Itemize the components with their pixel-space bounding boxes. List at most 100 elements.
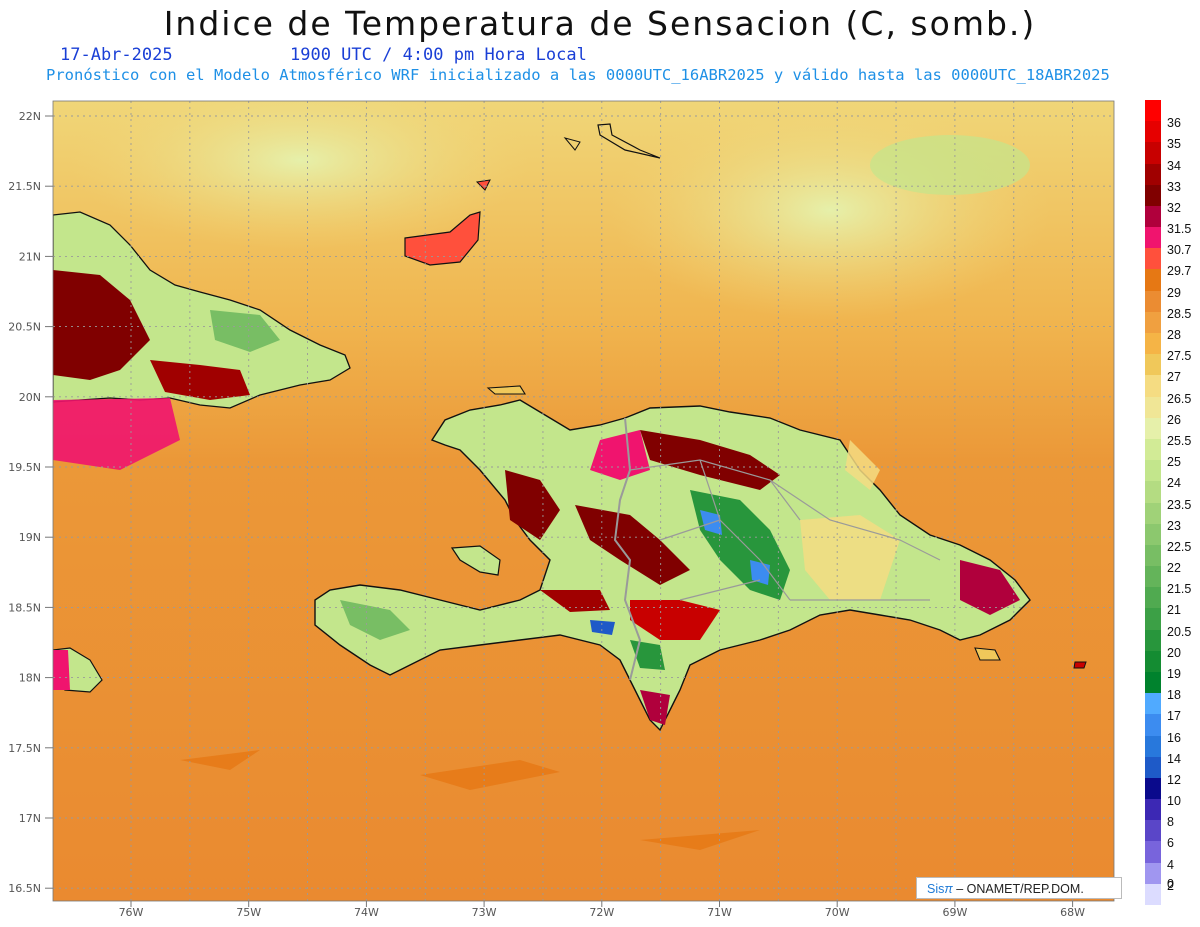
legend-label: 24 (1167, 476, 1181, 491)
lon-tick-label: 74W (354, 906, 379, 919)
southwest-hot-zone (630, 600, 720, 640)
legend-swatch (1145, 100, 1161, 122)
great-inagua (404, 211, 481, 266)
legend-label: 28 (1167, 328, 1181, 343)
samana-mild (845, 440, 880, 490)
legend-swatch (1145, 735, 1161, 758)
legend-label: 12 (1167, 772, 1181, 787)
lat-tick-label: 19N (19, 531, 41, 544)
legend-label: 22.5 (1167, 539, 1192, 554)
central-hot-zone (575, 505, 690, 585)
legend-swatch (1145, 862, 1161, 885)
legend-swatch (1145, 417, 1161, 440)
credit-pi: π (944, 882, 953, 896)
model-subtitle: Pronóstico con el Modelo Atmosférico WRF… (46, 66, 1110, 84)
legend-label: 21 (1167, 603, 1181, 618)
province-boundaries (629, 459, 941, 601)
saona-island (974, 647, 1001, 661)
legend-swatch (1145, 587, 1161, 609)
cool-patch-green (870, 135, 1030, 195)
lon-tick-label: 75W (236, 906, 261, 919)
legend-swatch (1145, 756, 1161, 779)
legend-label: 20 (1167, 645, 1181, 660)
legend-label: 27.5 (1167, 349, 1192, 364)
cuba-hot-zone (150, 360, 250, 400)
legend-label: 29.7 (1167, 264, 1192, 279)
lat-tick-label: 21.5N (8, 180, 41, 193)
cuba-hot-zone (53, 270, 150, 380)
legend-label: 35 (1167, 137, 1181, 152)
legend-label: 33 (1167, 179, 1181, 194)
legend-label: 17 (1167, 709, 1181, 724)
gonave-island (450, 545, 501, 576)
longitude-axis: 76W 75W 74W 73W 72W 71W 70W 69W 68W (119, 901, 1085, 919)
lat-tick-label: 22N (19, 110, 41, 123)
lon-tick-label: 71W (707, 906, 732, 919)
legend-swatch (1145, 163, 1161, 186)
legend-label: 6 (1167, 836, 1174, 851)
lat-tick-label: 20N (19, 391, 41, 404)
legend-swatch (1145, 121, 1161, 143)
legend-label: 10 (1167, 794, 1181, 809)
lon-tick-label: 68W (1060, 906, 1085, 919)
legend-swatch (1145, 333, 1161, 355)
legend-swatch (1145, 566, 1161, 588)
legend-swatch (1145, 248, 1161, 270)
caicos-islet (563, 137, 581, 151)
legend-label: 23.5 (1167, 497, 1192, 512)
lon-tick-label: 70W (825, 906, 850, 919)
legend-swatch (1145, 227, 1161, 249)
legend-swatch (1145, 523, 1161, 546)
legend-label: 27 (1167, 370, 1181, 385)
north-warm-zone (590, 430, 650, 480)
tortuga-island (486, 385, 526, 395)
haiti-hot-zone (505, 470, 560, 540)
cuba-cool-zone (210, 310, 280, 352)
massif-hotte-cool (340, 600, 410, 640)
legend-swatch (1145, 671, 1161, 694)
legend-swatch (1145, 799, 1161, 821)
lat-tick-label: 21N (19, 250, 41, 263)
legend-label: 32 (1167, 200, 1181, 215)
lat-tick-label: 19.5N (8, 461, 41, 474)
legend-label: 23 (1167, 518, 1181, 533)
legend-label: 14 (1167, 751, 1181, 766)
legend-swatch (1145, 693, 1161, 715)
legend-label: 36 (1167, 116, 1181, 131)
legend-swatch (1145, 502, 1161, 525)
legend-swatch (1145, 269, 1161, 292)
legend-swatch (1145, 311, 1161, 334)
legend-swatch (1145, 290, 1161, 313)
east-mild-zone (800, 515, 900, 600)
cool-patch-northeast (610, 101, 1050, 320)
legend-swatch (1145, 481, 1161, 503)
lat-tick-label: 18.5N (8, 601, 41, 614)
credit-brand: Sis (927, 882, 945, 896)
legend-swatch (1145, 650, 1161, 673)
lat-tick-label: 16.5N (8, 882, 41, 895)
map-plot-area (53, 101, 1114, 901)
legend-label: 34 (1167, 158, 1181, 173)
lon-tick-label: 69W (942, 906, 967, 919)
graticule (53, 101, 1114, 901)
cool-patch-northwest (70, 101, 530, 250)
gulf-hot-zone (540, 590, 610, 612)
legend-swatch (1145, 205, 1161, 228)
warm-streak (640, 830, 760, 850)
legend-label: 26 (1167, 412, 1181, 427)
legend-swatch (1145, 820, 1161, 842)
legend-swatch (1145, 714, 1161, 736)
legend-label: 21.5 (1167, 582, 1192, 597)
legend-swatch (1145, 375, 1161, 398)
legend-label: 16 (1167, 730, 1181, 745)
legend-label: 26.5 (1167, 391, 1192, 406)
legend-swatch (1145, 841, 1161, 864)
map-title: Indice de Temperatura de Sensacion (C, s… (163, 4, 1037, 43)
legend-label: 19 (1167, 666, 1181, 681)
legend-label: 8 (1167, 815, 1174, 830)
legend-label: 18 (1167, 688, 1181, 703)
legend-label: 30.7 (1167, 243, 1192, 258)
massif-selle-cold-spot (590, 620, 615, 635)
color-legend (1145, 100, 1163, 906)
legend-swatch (1145, 544, 1161, 567)
